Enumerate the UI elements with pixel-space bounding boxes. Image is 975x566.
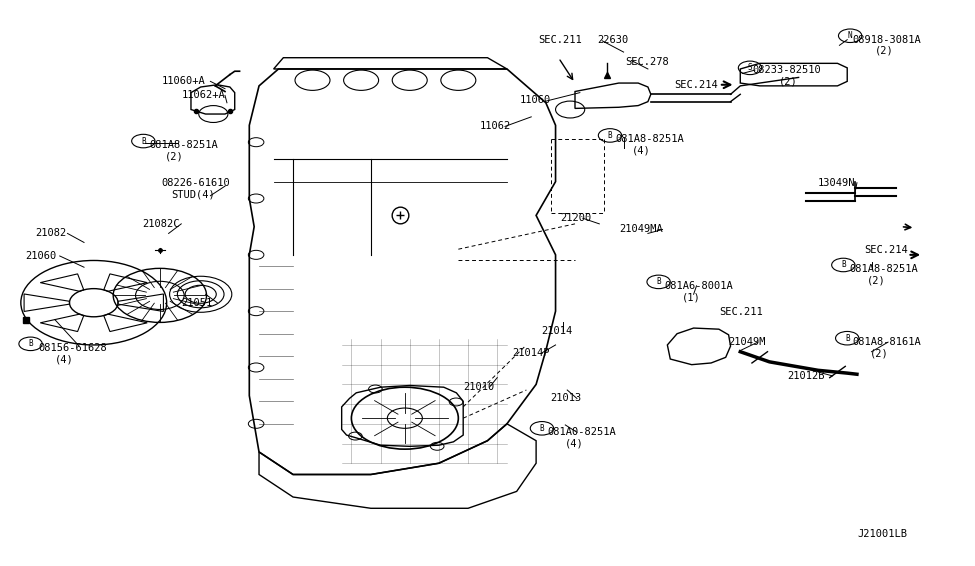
Text: S: S	[748, 63, 753, 72]
Text: 22630: 22630	[598, 35, 629, 45]
Text: 13049N: 13049N	[818, 178, 855, 188]
Text: (2): (2)	[867, 275, 885, 285]
Text: J21001LB: J21001LB	[857, 529, 907, 539]
Text: SEC.211: SEC.211	[538, 35, 582, 45]
Text: 08918-3081A: 08918-3081A	[852, 35, 920, 45]
Text: (2): (2)	[870, 349, 888, 358]
Text: B: B	[28, 340, 33, 348]
Text: (4): (4)	[632, 145, 650, 156]
Text: 11060: 11060	[520, 95, 551, 105]
Text: 21012B: 21012B	[787, 371, 825, 381]
Text: 21051: 21051	[181, 298, 213, 308]
Text: 081A8-8251A: 081A8-8251A	[149, 140, 218, 150]
Text: N: N	[848, 31, 852, 40]
Text: B: B	[607, 131, 612, 140]
Text: 21010: 21010	[463, 382, 494, 392]
Text: SEC.211: SEC.211	[719, 307, 762, 318]
Text: 21082: 21082	[35, 229, 66, 238]
Text: 11062: 11062	[480, 122, 511, 131]
Text: 081A8-8251A: 081A8-8251A	[849, 264, 917, 274]
Text: 08226-61610: 08226-61610	[162, 178, 230, 188]
Text: 21082C: 21082C	[142, 219, 179, 229]
Text: B: B	[841, 260, 845, 269]
Text: 21014: 21014	[541, 326, 572, 336]
Text: (2): (2)	[165, 151, 183, 161]
Text: 081A0-8251A: 081A0-8251A	[548, 427, 616, 438]
Text: (4): (4)	[55, 354, 73, 364]
Text: B: B	[656, 277, 661, 286]
Text: 11062+A: 11062+A	[181, 91, 225, 100]
Text: 21049MA: 21049MA	[619, 225, 662, 234]
Text: B: B	[845, 334, 849, 342]
Text: (4): (4)	[566, 439, 584, 448]
Text: (2): (2)	[779, 76, 798, 87]
Text: (2): (2)	[875, 46, 893, 56]
Text: 08156-61628: 08156-61628	[38, 343, 107, 353]
Text: SEC.214: SEC.214	[865, 245, 909, 255]
Text: 081A8-8251A: 081A8-8251A	[616, 134, 684, 144]
Text: STUD(4): STUD(4)	[172, 189, 215, 199]
Text: 21060: 21060	[25, 251, 57, 261]
Text: 11060+A: 11060+A	[162, 76, 206, 87]
Text: SEC.278: SEC.278	[626, 57, 669, 67]
Text: B: B	[141, 136, 145, 145]
Text: 08233-82510: 08233-82510	[752, 65, 821, 75]
Text: B: B	[539, 424, 544, 433]
Text: 21014P: 21014P	[512, 349, 549, 358]
Text: (1): (1)	[682, 292, 701, 302]
Text: 21049M: 21049M	[728, 337, 766, 347]
Text: 081A6-8001A: 081A6-8001A	[664, 281, 733, 291]
Text: 21200: 21200	[561, 213, 592, 223]
Text: 21013: 21013	[551, 393, 582, 404]
Text: SEC.214: SEC.214	[674, 80, 718, 90]
Text: 081A8-8161A: 081A8-8161A	[852, 337, 920, 347]
